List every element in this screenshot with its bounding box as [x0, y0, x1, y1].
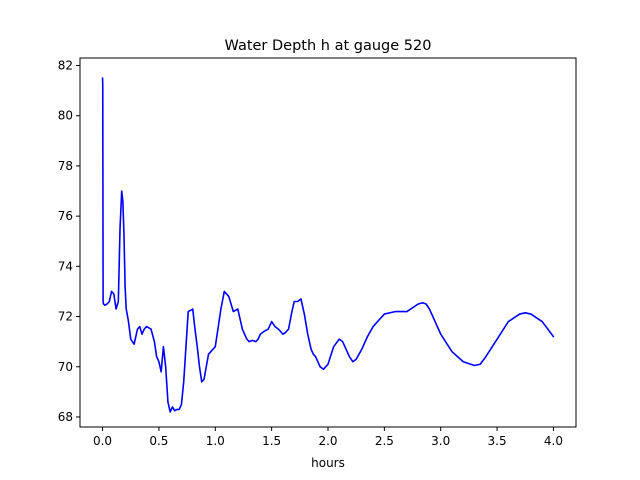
x-tick-label: 2.0 [318, 434, 337, 448]
y-tick-label: 72 [58, 310, 73, 324]
y-tick-label: 70 [58, 360, 73, 374]
y-tick-label: 76 [58, 209, 73, 223]
x-tick-label: 0.0 [93, 434, 112, 448]
y-tick-label: 78 [58, 159, 73, 173]
x-tick-label: 3.0 [431, 434, 450, 448]
series-line [101, 77, 555, 413]
x-tick-label: 3.5 [488, 434, 507, 448]
x-tick-label: 1.5 [262, 434, 281, 448]
y-tick-label: 80 [58, 109, 73, 123]
plot-area [80, 58, 576, 427]
y-tick-label: 74 [58, 259, 73, 273]
x-axis-label: hours [311, 456, 345, 470]
plot-frame [79, 57, 577, 428]
x-tick-label: 4.0 [544, 434, 563, 448]
axis-ticks: 0.0 0.5 1.0 1.5 2.0 2.5 3.0 3.5 4.0 68 70 72 74 76 78 8… [58, 59, 563, 448]
chart-title: Water Depth h at gauge 520 [225, 38, 432, 54]
x-tick-label: 0.5 [149, 434, 168, 448]
x-tick-label: 2.5 [375, 434, 394, 448]
series-group [101, 77, 555, 413]
y-tick-label: 82 [58, 59, 73, 73]
y-tick-label: 68 [58, 410, 73, 424]
x-tick-label: 1.0 [206, 434, 225, 448]
